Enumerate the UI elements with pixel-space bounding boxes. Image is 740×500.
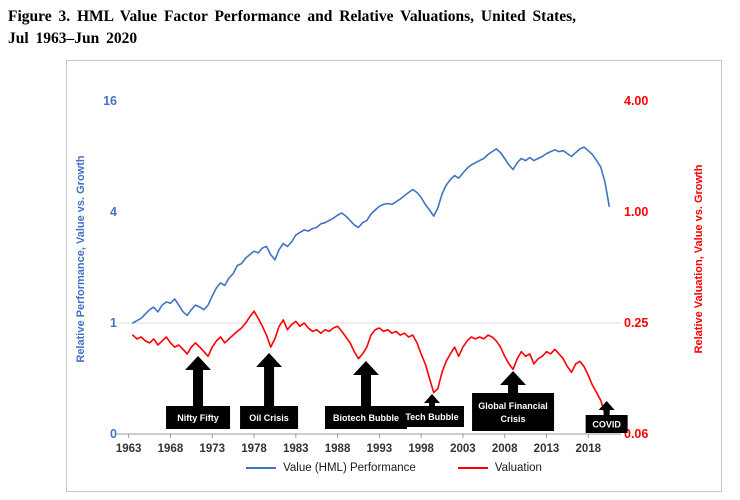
annotation-label-oil-crisis: Oil Crisis xyxy=(249,413,289,423)
annotation-box-covid xyxy=(585,415,628,433)
annotation-arrow-nifty-fifty xyxy=(185,356,212,406)
left-tick-label: 16 xyxy=(103,94,117,108)
performance-line-swatch xyxy=(246,467,277,469)
chart-legend: Value (HML) Performance Valuation xyxy=(67,462,721,474)
right-tick-label: 4.00 xyxy=(624,94,648,108)
x-tick-label: 1968 xyxy=(158,443,184,455)
x-tick-label: 2013 xyxy=(534,443,560,455)
legend-label-valuation: Valuation xyxy=(494,462,542,474)
figure-title-line2: Jul 1963–Jun 2020 xyxy=(8,29,138,47)
x-tick-label: 2003 xyxy=(450,443,476,455)
x-tick-label: 1993 xyxy=(367,443,393,455)
chart-plot: 1963 1968 1973 1978 1983 1988 1993 1998 2003 2008… xyxy=(103,94,648,455)
x-tick-label: 1963 xyxy=(116,443,142,455)
right-tick-label: 1.00 xyxy=(624,205,648,219)
x-tick-label: 1983 xyxy=(283,443,309,455)
annotation-box-tech-bubble xyxy=(400,406,464,427)
right-tick-label: 0.25 xyxy=(624,316,648,330)
x-tick-label: 1978 xyxy=(241,443,267,455)
legend-label-performance: Value (HML) Performance xyxy=(283,462,416,474)
figure-title: Figure 3. HML Value Factor Performance a… xyxy=(0,0,740,49)
legend-item-performance: Value (HML) Performance xyxy=(246,462,416,474)
right-tick-label: 0.06 xyxy=(624,427,648,441)
performance-series-line xyxy=(132,146,611,324)
annotation-label-global-financial-crisis: Crisis xyxy=(501,414,526,424)
annotation-label-tech-bubble: Tech Bubble xyxy=(405,412,458,422)
figure-title-line1: Figure 3. HML Value Factor Performance a… xyxy=(8,8,577,25)
legend-item-valuation: Valuation xyxy=(457,462,542,474)
left-tick-label: 4 xyxy=(110,205,117,219)
annotation-arrow-tech-bubble xyxy=(424,394,440,406)
left-tick-label: 1 xyxy=(110,316,117,330)
annotation-box-global-financial-crisis xyxy=(472,393,555,431)
x-tick-label: 1988 xyxy=(325,443,351,455)
annotation-arrow-global-financial-crisis xyxy=(500,371,527,393)
valuation-line-swatch xyxy=(457,467,488,469)
left-tick-label: 0 xyxy=(110,427,117,441)
annotation-arrow-oil-crisis xyxy=(256,353,283,406)
x-tick-label: 2018 xyxy=(575,443,601,455)
chart-container: Relative Performance, Value vs. Growth R… xyxy=(66,60,722,492)
x-tick-label: 2008 xyxy=(492,443,518,455)
annotation-box-oil-crisis xyxy=(240,406,299,429)
valuation-series-line xyxy=(132,310,611,429)
annotation-label-nifty-fifty: Nifty Fifty xyxy=(177,413,219,423)
annotation-arrow-covid xyxy=(598,401,615,415)
annotation-label-global-financial-crisis: Global Financial xyxy=(478,401,548,411)
annotation-box-biotech-bubble xyxy=(324,406,407,429)
annotation-box-nifty-fifty xyxy=(166,406,231,429)
annotation-arrow-biotech-bubble xyxy=(352,361,379,406)
x-tick-label: 1973 xyxy=(199,443,225,455)
x-tick-label: 1998 xyxy=(408,443,434,455)
annotation-label-biotech-bubble: Biotech Bubble xyxy=(333,413,399,423)
annotation-label-covid: COVID xyxy=(592,420,621,430)
